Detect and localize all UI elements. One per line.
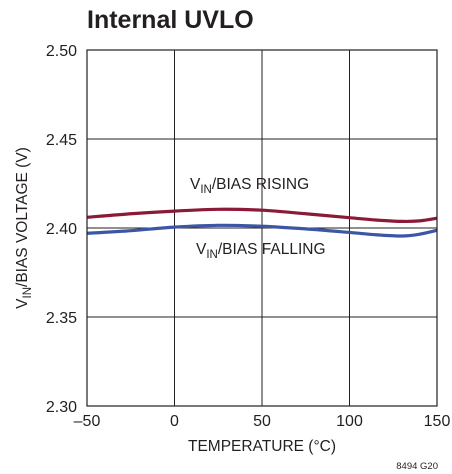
- y-tick-labels: 2.30 2.35 2.40 2.45 2.50: [46, 43, 77, 416]
- x-tick-label: 150: [424, 413, 451, 430]
- y-tick-label: 2.30: [46, 399, 77, 416]
- x-tick-label: –50: [74, 413, 101, 430]
- x-axis-label: TEMPERATURE (°C): [188, 438, 336, 455]
- figure-code: 8494 G20: [396, 461, 438, 472]
- falling-label-sub: IN: [206, 249, 218, 261]
- y-axis-label-rest: /BIAS VOLTAGE (V): [14, 147, 31, 287]
- falling-label-rest: /BIAS FALLING: [218, 241, 326, 258]
- y-axis-label-main: V: [14, 298, 31, 309]
- y-tick-label: 2.45: [46, 132, 77, 149]
- falling-series-line: [86, 223, 438, 238]
- rising-label-main: V: [190, 176, 201, 193]
- rising-label-rest: /BIAS RISING: [212, 176, 309, 193]
- rising-label-sub: IN: [200, 184, 212, 196]
- series-lines: [86, 207, 438, 238]
- y-tick-label: 2.50: [46, 43, 77, 60]
- chart-title: Internal UVLO: [87, 6, 254, 34]
- x-tick-label: 50: [253, 413, 271, 430]
- y-axis-label: VIN/BIAS VOLTAGE (V): [14, 147, 34, 309]
- falling-series-label: VIN/BIAS FALLING: [196, 241, 326, 261]
- y-tick-label: 2.40: [46, 221, 77, 238]
- y-tick-label: 2.35: [46, 310, 77, 327]
- y-axis-label-sub: IN: [22, 287, 34, 299]
- x-tick-label: 0: [170, 413, 179, 430]
- rising-series-line: [86, 207, 438, 224]
- grid-lines: [87, 50, 437, 406]
- rising-series-label: VIN/BIAS RISING: [190, 176, 309, 196]
- x-tick-label: 100: [336, 413, 363, 430]
- x-tick-labels: –50 0 50 100 150: [74, 413, 451, 430]
- falling-label-main: V: [196, 241, 207, 258]
- plot-frame: [86, 49, 438, 407]
